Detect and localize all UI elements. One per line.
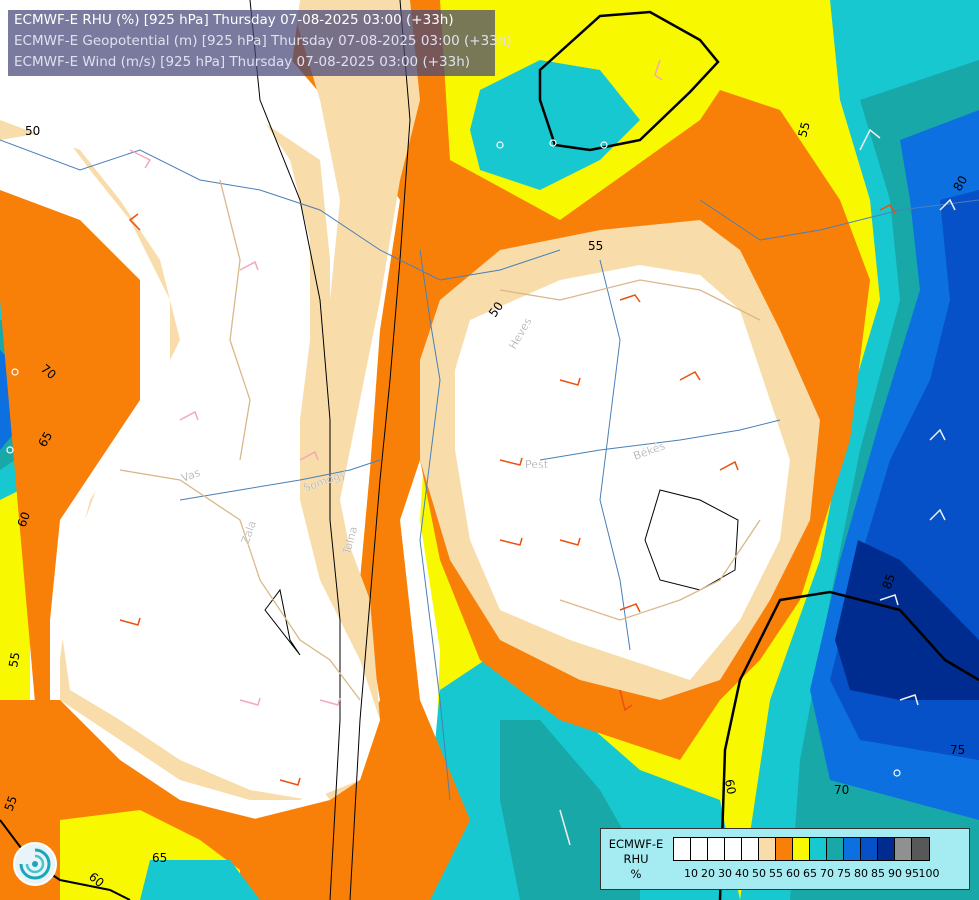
legend-swatch [691, 838, 708, 860]
rhu-band-cyan-north [470, 60, 640, 190]
geopotential-contour [349, 0, 411, 900]
admin-border [219, 179, 251, 461]
geopotential-contour [249, 0, 341, 900]
contour-label: 55 [588, 239, 603, 253]
place-label-vas: Vas [180, 466, 203, 485]
legend-tick-label: 75 [837, 867, 851, 880]
contour-label: 80 [950, 173, 970, 193]
legend-swatch [895, 838, 912, 860]
admin-border [119, 469, 361, 701]
legend-swatch [878, 838, 895, 860]
legend-swatch [742, 838, 759, 860]
contour-label: 65 [35, 429, 55, 449]
legend-tick-label: 20 [701, 867, 715, 880]
geopotential-contour [264, 588, 301, 656]
place-label-pest: Pest [525, 458, 549, 471]
legend-variable: RHU [623, 852, 649, 866]
legend-tick-label: 50 [752, 867, 766, 880]
rhu-band-white-west [0, 0, 380, 800]
legend-swatch [810, 838, 827, 860]
rhu-band-orange-west [0, 190, 140, 760]
map-title-box: ECMWF-E RHU (%) [925 hPa] Thursday 07-08… [8, 10, 512, 76]
contour-label: 55 [795, 120, 812, 138]
legend-swatch [912, 838, 929, 860]
logo-swirl-icon [19, 848, 51, 880]
legend-swatches [673, 837, 930, 861]
admin-border [499, 279, 761, 321]
calm-wind-markers [6, 139, 901, 777]
legend-swatch [793, 838, 810, 860]
geopotential-contour [718, 590, 979, 900]
river [419, 249, 451, 801]
legend-swatch [708, 838, 725, 860]
legend-swatch [844, 838, 861, 860]
legend-swatch [674, 838, 691, 860]
legend-tick-label: 90 [888, 867, 902, 880]
legend-tick-label: 30 [718, 867, 732, 880]
ecmwf-swirl-logo-icon [13, 842, 57, 886]
rhu-band-navy-east [835, 540, 979, 700]
river [0, 139, 561, 281]
contour-label: 50 [25, 124, 40, 138]
legend-swatch [827, 838, 844, 860]
legend-tick-label: 60 [786, 867, 800, 880]
legend-swatch [759, 838, 776, 860]
legend-tick-label: 85 [871, 867, 885, 880]
title-geopotential: ECMWF-E Geopotential (m) [925 hPa] Thurs… [14, 33, 512, 49]
legend-tick-label: 95 [905, 867, 919, 880]
legend-model: ECMWF-E [608, 837, 664, 851]
legend-tick-label: 40 [735, 867, 749, 880]
contour-label: 55 [2, 794, 20, 813]
legend-swatch [725, 838, 742, 860]
rhu-band-cyan-southwest [140, 860, 260, 900]
contour-label: 70 [834, 783, 849, 797]
river [539, 419, 781, 461]
legend-tick-label: 80 [854, 867, 868, 880]
legend-tick-label: 100 [918, 867, 940, 880]
legend-label: ECMWF-E RHU % [605, 837, 667, 882]
legend-tick-label: 55 [769, 867, 783, 880]
contour-label: 85 [880, 572, 898, 591]
rhu-band-beige-central [290, 0, 420, 800]
contour-label: 65 [152, 851, 167, 865]
legend-swatch [776, 838, 793, 860]
contour-label: 55 [6, 651, 22, 668]
legend-swatch [861, 838, 878, 860]
contour-labels: 50 55 55 60 65 70 65 60 55 55 70 75 80 8… [2, 120, 971, 890]
color-legend: ECMWF-E RHU % 10 20 30 40 50 55 60 65 70 75 80 85 90… [600, 828, 970, 890]
river [179, 459, 381, 501]
legend-tick-label: 70 [820, 867, 834, 880]
title-wind: ECMWF-E Wind (m/s) [925 hPa] Thursday 07… [14, 54, 471, 70]
geopotential-contour [644, 489, 739, 591]
geopotential-contour [538, 10, 720, 152]
legend-tick-label: 65 [803, 867, 817, 880]
legend-unit: % [630, 867, 642, 881]
wind-barbs [119, 59, 956, 846]
contour-label: 75 [950, 743, 965, 757]
legend-ticks: 10 20 30 40 50 55 60 65 70 75 80 85 90 95 100 [673, 867, 973, 881]
admin-border [559, 519, 761, 621]
title-rhu: ECMWF-E RHU (%) [925 hPa] Thursday 07-08… [14, 12, 454, 28]
river [599, 259, 631, 651]
contour-label: 60 [15, 510, 33, 529]
rhu-band-white-east [455, 265, 790, 680]
legend-tick-label: 10 [684, 867, 698, 880]
contour-label: 60 [722, 778, 738, 795]
river [699, 199, 979, 241]
